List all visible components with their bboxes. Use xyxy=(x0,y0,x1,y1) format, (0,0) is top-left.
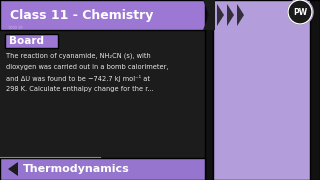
Text: Class 11 - Chemistry: Class 11 - Chemistry xyxy=(10,8,153,21)
Text: PW: PW xyxy=(293,8,307,17)
FancyBboxPatch shape xyxy=(0,0,205,30)
Text: 298 K. Calculate enthalpy change for the r...: 298 K. Calculate enthalpy change for the… xyxy=(6,86,154,92)
Text: dioxygen was carried out in a bomb calorimeter,: dioxygen was carried out in a bomb calor… xyxy=(6,64,168,70)
Polygon shape xyxy=(227,4,234,26)
Circle shape xyxy=(288,0,312,24)
Text: Board: Board xyxy=(9,35,44,46)
Text: The reaction of cyanamide, NH₂CN (s), with: The reaction of cyanamide, NH₂CN (s), wi… xyxy=(6,53,151,59)
Polygon shape xyxy=(8,162,18,176)
Text: Thermodynamics: Thermodynamics xyxy=(23,164,130,174)
Polygon shape xyxy=(217,4,224,26)
Circle shape xyxy=(287,0,313,25)
FancyBboxPatch shape xyxy=(213,0,320,180)
Polygon shape xyxy=(237,4,244,26)
FancyBboxPatch shape xyxy=(310,0,320,180)
Text: and ΔU was found to be −742.7 kJ mol⁻¹ at: and ΔU was found to be −742.7 kJ mol⁻¹ a… xyxy=(6,75,150,82)
Text: »»»: »»» xyxy=(7,24,23,33)
FancyBboxPatch shape xyxy=(0,158,205,180)
FancyBboxPatch shape xyxy=(4,33,58,48)
FancyBboxPatch shape xyxy=(205,0,213,180)
Polygon shape xyxy=(203,0,215,30)
